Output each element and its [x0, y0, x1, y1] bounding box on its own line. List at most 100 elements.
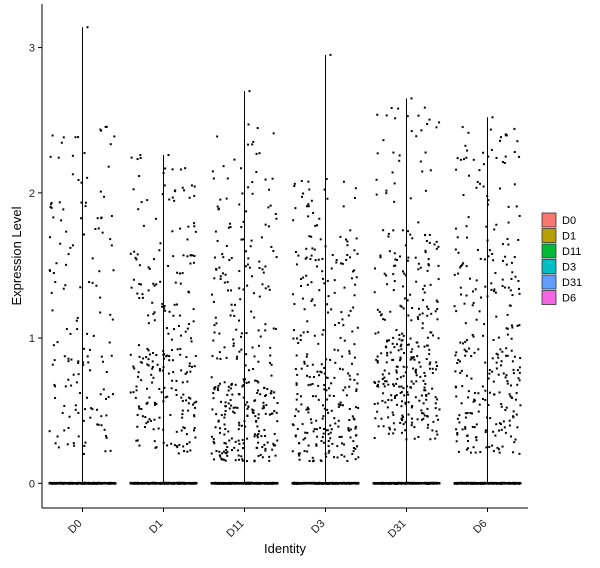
data-point [240, 335, 243, 338]
data-point [493, 288, 496, 291]
data-point [73, 482, 76, 485]
data-point [171, 483, 174, 485]
data-point [142, 483, 144, 485]
data-point [273, 391, 276, 394]
data-point [248, 482, 251, 484]
data-point [313, 248, 316, 251]
data-point [327, 295, 330, 298]
data-point [48, 269, 51, 272]
data-point [406, 343, 409, 346]
data-point [426, 482, 428, 484]
data-point [50, 203, 53, 206]
data-point [167, 482, 170, 485]
data-point [490, 288, 493, 291]
data-point [519, 404, 522, 407]
data-point [175, 481, 178, 484]
data-point [264, 329, 267, 332]
data-point [57, 446, 60, 449]
data-point [50, 482, 52, 485]
data-point [234, 482, 236, 485]
data-point [427, 264, 430, 267]
data-point [298, 452, 301, 455]
data-point [417, 307, 420, 310]
data-point [329, 482, 331, 484]
data-point [490, 148, 493, 151]
data-point [150, 373, 153, 376]
data-point [107, 165, 110, 168]
data-point [324, 245, 327, 248]
data-point [64, 481, 66, 484]
data-point [61, 482, 63, 485]
data-point [136, 375, 139, 378]
data-point [154, 217, 157, 220]
data-point [459, 341, 462, 344]
data-point [92, 334, 95, 337]
data-point [252, 140, 255, 143]
data-point [175, 430, 178, 433]
data-point [132, 391, 135, 394]
data-point [333, 417, 336, 420]
data-point [105, 436, 108, 439]
data-point [326, 376, 329, 379]
data-point [509, 395, 512, 398]
data-point [232, 344, 235, 347]
data-point [166, 354, 169, 357]
data-point [53, 383, 56, 386]
data-point [238, 421, 241, 424]
data-point [147, 314, 150, 317]
data-point [341, 355, 344, 358]
data-point [137, 405, 140, 408]
data-point [185, 356, 188, 359]
data-point [399, 482, 401, 484]
data-point [342, 482, 344, 484]
data-point [295, 398, 298, 401]
data-point [236, 406, 239, 409]
data-point [422, 288, 425, 291]
data-point [300, 285, 303, 288]
data-point [404, 401, 407, 404]
data-point [107, 396, 110, 399]
data-point [189, 483, 192, 485]
data-point [316, 370, 319, 373]
data-point [327, 387, 330, 390]
data-point [165, 355, 168, 358]
data-point [383, 369, 386, 372]
data-point [98, 483, 101, 485]
data-point [492, 482, 494, 484]
data-point [412, 367, 415, 370]
data-point [333, 482, 335, 484]
data-point [500, 405, 503, 408]
data-point [426, 314, 429, 317]
data-point [347, 428, 350, 431]
data-point [347, 372, 350, 375]
data-point [253, 433, 256, 436]
data-point [244, 403, 247, 406]
data-point [434, 481, 437, 484]
data-point [186, 482, 189, 484]
data-point [466, 149, 469, 152]
data-point [109, 238, 112, 241]
data-point [505, 374, 508, 377]
data-point [57, 156, 60, 159]
data-point [469, 451, 472, 454]
data-point [304, 437, 307, 440]
data-point [110, 481, 113, 484]
data-point [168, 482, 171, 484]
legend-label-D6: D6 [562, 293, 576, 305]
data-point [264, 265, 267, 268]
data-point [219, 481, 221, 484]
data-point [394, 258, 397, 261]
data-point [230, 382, 233, 385]
data-point [248, 483, 251, 485]
data-point [459, 286, 462, 289]
data-point [136, 413, 139, 416]
data-point [240, 238, 243, 241]
data-point [190, 184, 193, 187]
data-point [356, 326, 359, 329]
data-point [262, 401, 265, 404]
data-point [99, 482, 101, 484]
data-point [226, 450, 229, 453]
data-point [410, 406, 413, 409]
data-point [490, 282, 493, 285]
